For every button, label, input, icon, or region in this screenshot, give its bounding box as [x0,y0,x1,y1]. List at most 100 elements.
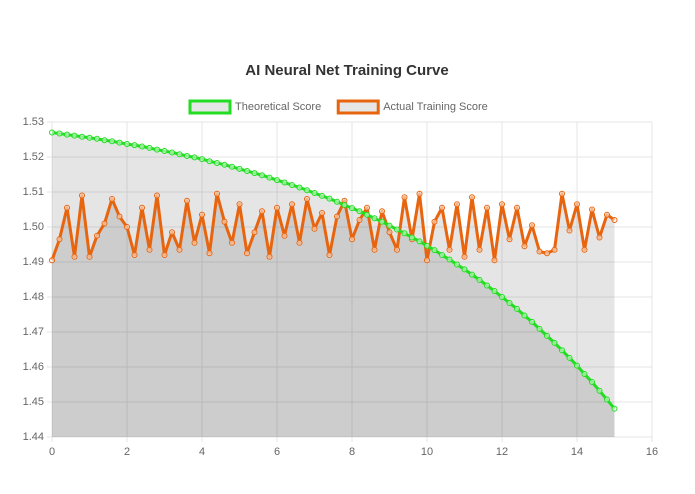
point [131,252,138,258]
point [49,257,55,264]
point [71,253,78,260]
point [79,192,85,199]
point [131,142,138,149]
point [281,179,288,186]
point [251,229,258,236]
y-tick-label: 1.44 [23,431,44,443]
point [476,246,483,253]
point [86,134,93,141]
point [536,325,543,332]
point [611,217,618,223]
point [259,172,265,179]
point [64,131,70,138]
point [94,232,100,239]
point [334,198,340,205]
point [139,143,145,150]
point [116,213,123,220]
point [544,332,550,339]
y-tick-label: 1.51 [23,186,44,198]
point [529,318,535,325]
point [521,243,528,250]
point [469,194,475,201]
point [259,208,265,215]
point [379,218,385,225]
point [379,208,385,215]
point [206,250,213,257]
point [491,257,498,264]
y-tick-label: 1.45 [23,396,44,408]
point [334,213,340,220]
point [176,246,183,253]
point [64,204,70,211]
point [124,141,130,148]
point [506,236,513,243]
point [274,177,280,184]
point [319,192,325,199]
x-tick-label: 2 [124,446,130,458]
point [394,226,400,233]
point [101,220,108,227]
line [50,192,616,262]
point [289,201,295,208]
legend-swatch [188,99,232,115]
point [56,130,63,137]
point [311,225,318,232]
y-tick-label: 1.48 [23,291,44,303]
y-tick-label: 1.49 [23,256,44,268]
point [574,201,580,208]
x-tick-label: 14 [571,446,583,458]
point [574,362,580,369]
point [454,261,460,268]
point [446,256,453,263]
point [514,305,520,312]
point [604,396,610,403]
area [52,132,615,437]
point [416,190,423,197]
point [371,246,378,253]
point [499,294,505,300]
point [514,204,520,211]
point [454,201,460,208]
point [71,132,78,139]
point [244,250,250,257]
point [304,196,310,202]
point [491,288,498,295]
point [424,242,430,249]
point [109,138,115,145]
point [386,222,393,229]
point [184,197,190,204]
point [154,192,160,199]
point [506,299,513,306]
point [416,238,423,245]
point [559,190,565,197]
point [289,182,295,188]
point [319,210,325,216]
point [364,204,370,211]
point [199,211,205,218]
point [229,163,235,170]
point [236,201,243,208]
point [446,246,453,253]
point [206,158,213,165]
point [199,156,205,163]
point [589,379,595,386]
point [176,151,183,158]
x-tick-label: 0 [49,446,55,458]
point [439,204,445,211]
point [341,201,348,208]
point [139,204,145,211]
point [184,152,190,159]
point [161,148,168,155]
point [581,246,588,253]
point [521,312,528,319]
point [214,190,220,197]
y-tick-label: 1.46 [23,361,44,373]
area [52,193,615,437]
point [469,271,475,278]
point [326,195,333,202]
point [236,165,243,172]
point [581,371,588,377]
point [596,387,603,394]
point [536,248,543,255]
